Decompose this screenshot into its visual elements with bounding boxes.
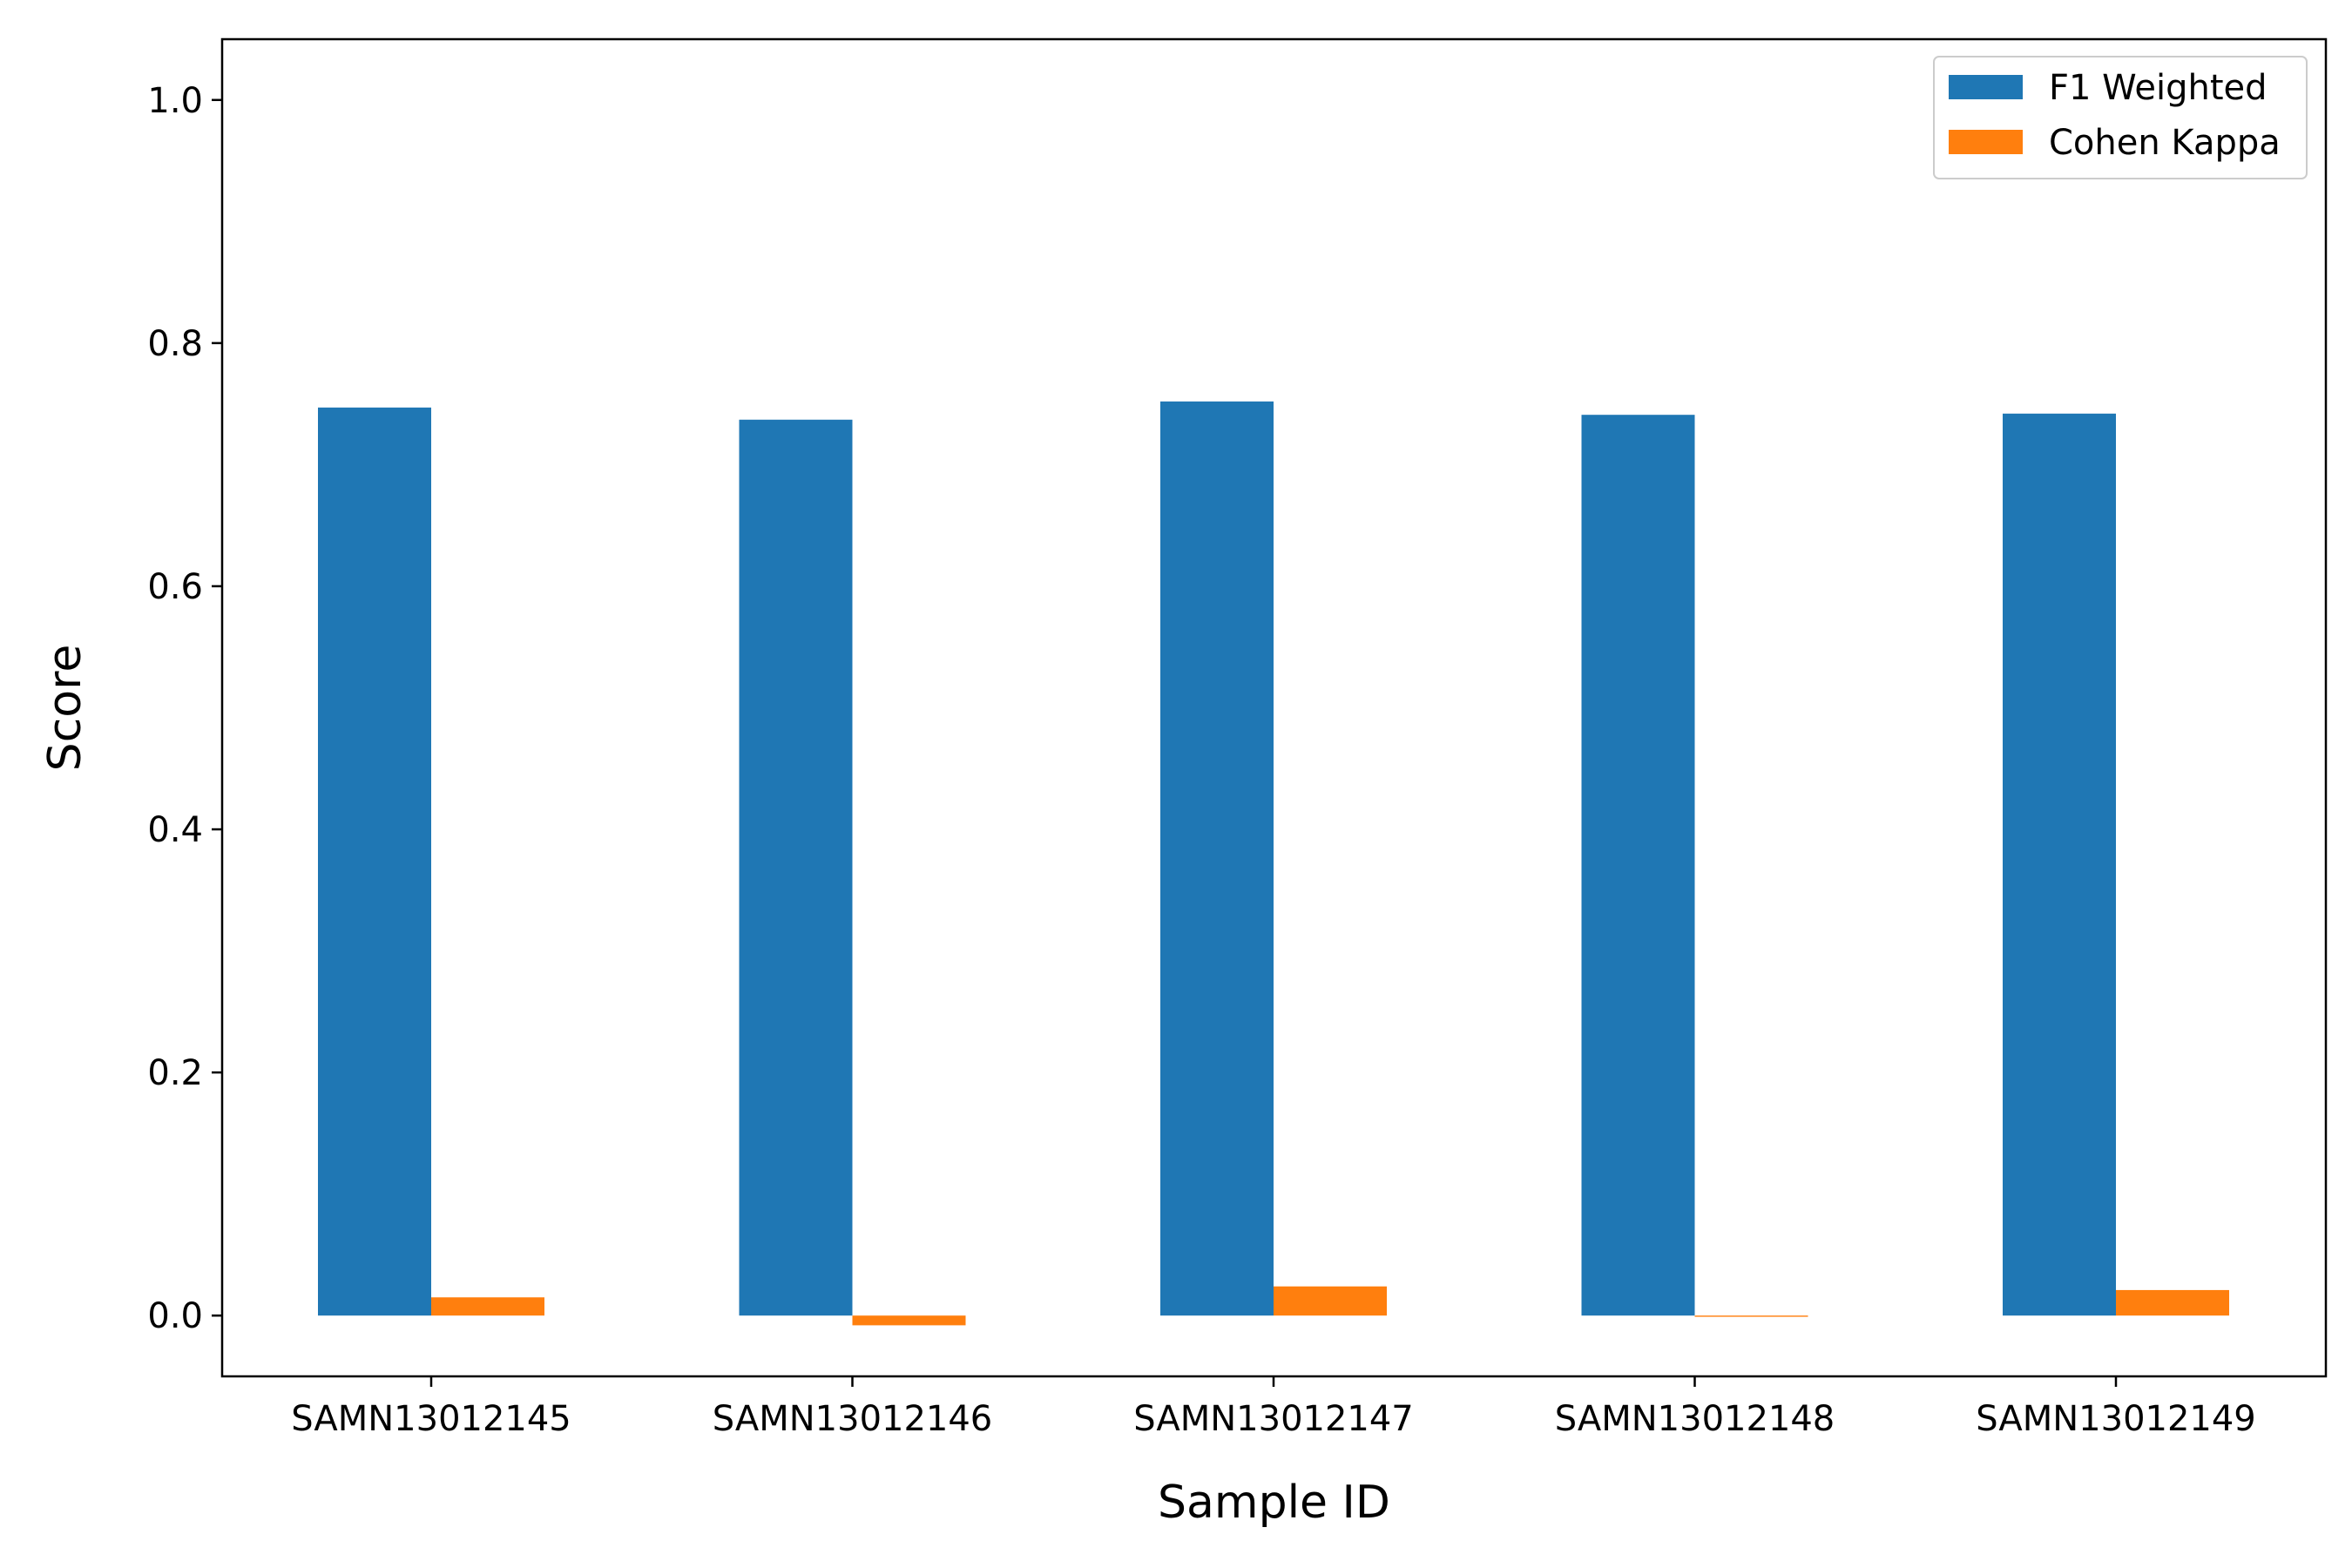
y-tick-label: 0.4 (147, 810, 203, 850)
legend-frame (1933, 56, 2308, 179)
x-axis: SAMN13012145 SAMN13012146 SAMN13012147 SAMN… (291, 1376, 2256, 1439)
y-axis: 0.0 0.2 0.4 0.6 0.8 1.0 (147, 81, 222, 1336)
x-tick-label: SAMN13012148 (1555, 1399, 1835, 1439)
x-tick-label: SAMN13012146 (713, 1399, 993, 1439)
bar-f1-weighted-samn13012146 (739, 419, 853, 1316)
y-tick-label: 0.8 (147, 324, 203, 364)
legend: F1 Weighted Cohen Kappa (1933, 56, 2308, 179)
bar-f1-weighted-samn13012145 (318, 407, 431, 1316)
y-tick-label: 1.0 (147, 81, 203, 121)
legend-swatch-cohen-kappa (1949, 130, 2023, 154)
bar-f1-weighted-samn13012147 (1160, 401, 1274, 1316)
x-tick-label: SAMN13012147 (1133, 1399, 1414, 1439)
y-tick-label: 0.6 (147, 567, 203, 607)
y-axis-label: Score (39, 645, 91, 772)
bar-cohen-kappa-samn13012147 (1274, 1286, 1387, 1316)
bar-cohen-kappa-samn13012146 (852, 1315, 966, 1326)
bar-cohen-kappa-samn13012145 (431, 1297, 544, 1316)
y-tick-label: 0.0 (147, 1296, 203, 1336)
y-tick-label: 0.2 (147, 1053, 203, 1093)
x-tick-label: SAMN13012145 (291, 1399, 571, 1439)
bar-cohen-kappa-samn13012149 (2116, 1289, 2229, 1316)
legend-label-cohen-kappa: Cohen Kappa (2049, 123, 2281, 163)
legend-swatch-f1-weighted (1949, 75, 2023, 99)
bars-layer (318, 401, 2229, 1326)
x-tick-label: SAMN13012149 (1976, 1399, 2256, 1439)
bar-f1-weighted-samn13012149 (2003, 413, 2116, 1316)
bar-f1-weighted-samn13012148 (1581, 415, 1695, 1316)
bar-cohen-kappa-samn13012148 (1694, 1315, 1808, 1317)
x-axis-label: Sample ID (1158, 1477, 1390, 1529)
legend-label-f1-weighted: F1 Weighted (2049, 68, 2268, 108)
